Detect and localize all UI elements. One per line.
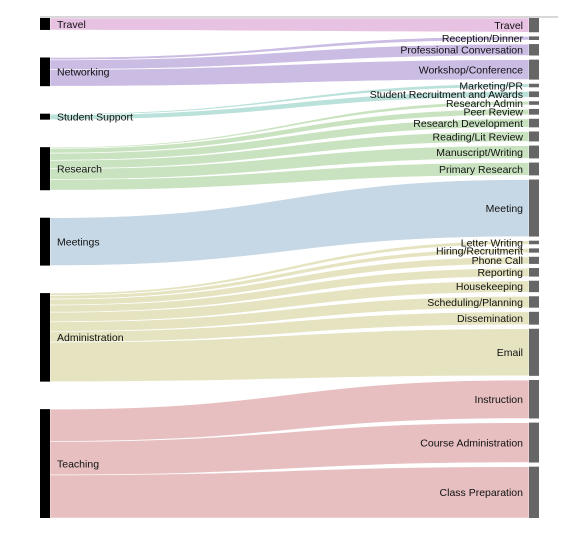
target-node-reception-dinner — [529, 36, 539, 40]
source-label-networking: Networking — [57, 67, 110, 79]
target-label-workshop-conference: Workshop/Conference — [419, 64, 523, 76]
link-administration-to-reporting — [49, 267, 530, 313]
target-label-reporting: Reporting — [477, 267, 523, 279]
source-node-research — [40, 147, 50, 191]
source-node-networking — [40, 57, 50, 87]
target-label-student-recruitment-and-awards: Student Recruitment and Awards — [370, 89, 523, 101]
target-label-reception-dinner: Reception/Dinner — [442, 33, 524, 45]
target-node-letter-writing — [529, 240, 539, 245]
source-node-travel — [40, 18, 50, 30]
target-label-class-preparation: Class Preparation — [440, 487, 524, 499]
target-node-email — [529, 328, 539, 376]
target-label-dissemination: Dissemination — [457, 313, 523, 325]
target-node-research-admin — [529, 101, 539, 105]
target-node-instruction — [529, 379, 539, 419]
target-node-housekeeping — [529, 280, 539, 293]
source-label-research: Research — [57, 163, 102, 175]
source-node-student-support — [40, 113, 50, 120]
target-node-marketing-pr — [529, 83, 539, 88]
target-label-letter-writing: Letter Writing — [461, 237, 523, 249]
source-node-meetings — [40, 217, 50, 266]
target-label-hiring-recruitment: Hiring/Recruitment — [436, 245, 523, 257]
target-node-meeting — [529, 179, 539, 237]
target-label-phone-call: Phone Call — [472, 255, 523, 267]
source-node-teaching — [40, 409, 50, 518]
target-label-primary-research: Primary Research — [439, 164, 523, 176]
link-meetings-to-meeting — [49, 179, 530, 266]
source-label-teaching: Teaching — [57, 458, 99, 470]
link-research-to-peer-review — [49, 108, 530, 154]
link-administration-to-email — [49, 328, 530, 382]
target-label-reading-lit-review: Reading/Lit Review — [433, 131, 524, 143]
target-node-peer-review — [529, 108, 539, 115]
link-teaching-to-course-administration — [49, 422, 530, 476]
link-teaching-to-instruction — [49, 379, 530, 442]
target-label-travel: Travel — [494, 20, 523, 32]
target-label-meeting: Meeting — [486, 203, 524, 215]
target-label-course-administration: Course Administration — [420, 437, 523, 449]
target-node-hiring-recruitment — [529, 248, 539, 253]
target-node-course-administration — [529, 422, 539, 463]
target-label-professional-conversation: Professional Conversation — [400, 45, 523, 57]
target-label-manuscript-writing: Manuscript/Writing — [436, 147, 523, 159]
target-node-research-development — [529, 118, 539, 128]
source-label-meetings: Meetings — [57, 236, 100, 248]
target-node-workshop-conference — [529, 59, 539, 80]
target-node-manuscript-writing — [529, 145, 539, 159]
target-node-reporting — [529, 268, 539, 277]
target-label-peer-review: Peer Review — [463, 107, 523, 119]
target-label-instruction: Instruction — [475, 394, 524, 406]
target-node-reading-lit-review — [529, 131, 539, 142]
source-label-administration: Administration — [57, 332, 124, 344]
target-node-scheduling-planning — [529, 296, 539, 308]
target-node-phone-call — [529, 256, 539, 264]
target-label-marketing-pr: Marketing/PR — [459, 80, 523, 92]
link-administration-to-phone-call — [49, 256, 530, 306]
target-node-primary-research — [529, 162, 539, 176]
target-node-travel — [529, 18, 539, 33]
source-label-student-support: Student Support — [57, 111, 133, 123]
target-label-research-admin: Research Admin — [446, 98, 523, 110]
source-nodes: Travel Networking Student Support Research M… — [40, 18, 133, 518]
link-student-support-to-student-recruitment-and-awards — [49, 91, 530, 120]
target-label-housekeeping: Housekeeping — [456, 281, 523, 293]
target-node-dissemination — [529, 311, 539, 325]
target-label-scheduling-planning: Scheduling/Planning — [427, 297, 523, 309]
target-label-email: Email — [497, 347, 523, 359]
source-label-travel: Travel — [57, 19, 86, 31]
target-node-professional-conversation — [529, 44, 539, 56]
link-travel-to-travel — [49, 17, 530, 33]
target-node-student-recruitment-and-awards — [529, 91, 539, 98]
target-label-research-development: Research Development — [413, 118, 523, 130]
source-node-administration — [40, 293, 50, 382]
target-node-class-preparation — [529, 466, 539, 518]
